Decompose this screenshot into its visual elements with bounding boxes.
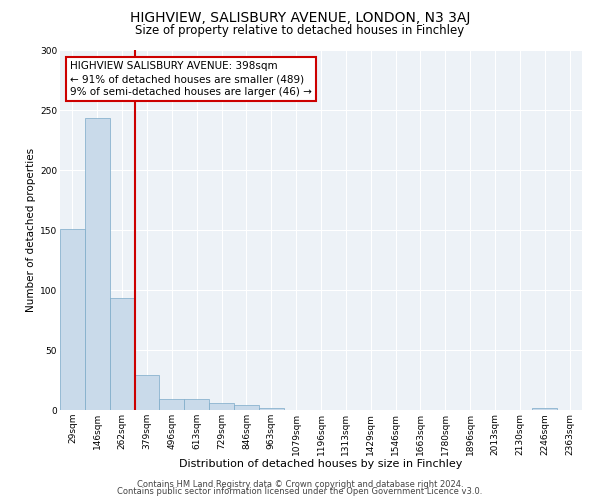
X-axis label: Distribution of detached houses by size in Finchley: Distribution of detached houses by size … — [179, 459, 463, 469]
Text: Contains HM Land Registry data © Crown copyright and database right 2024.: Contains HM Land Registry data © Crown c… — [137, 480, 463, 489]
Bar — [259, 408, 284, 410]
Bar — [60, 229, 85, 410]
Bar — [234, 405, 259, 410]
Bar — [134, 375, 160, 410]
Text: Contains public sector information licensed under the Open Government Licence v3: Contains public sector information licen… — [118, 487, 482, 496]
Text: Size of property relative to detached houses in Finchley: Size of property relative to detached ho… — [136, 24, 464, 37]
Text: HIGHVIEW SALISBURY AVENUE: 398sqm
← 91% of detached houses are smaller (489)
9% : HIGHVIEW SALISBURY AVENUE: 398sqm ← 91% … — [70, 61, 313, 97]
Bar — [85, 118, 110, 410]
Bar — [110, 298, 134, 410]
Y-axis label: Number of detached properties: Number of detached properties — [26, 148, 36, 312]
Text: HIGHVIEW, SALISBURY AVENUE, LONDON, N3 3AJ: HIGHVIEW, SALISBURY AVENUE, LONDON, N3 3… — [130, 11, 470, 25]
Bar — [184, 399, 209, 410]
Bar — [160, 399, 184, 410]
Bar — [209, 403, 234, 410]
Bar — [532, 408, 557, 410]
